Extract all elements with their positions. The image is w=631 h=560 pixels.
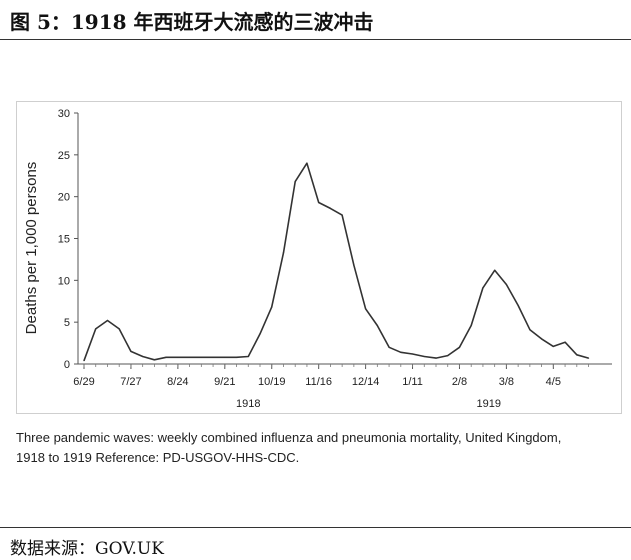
data-point	[376, 324, 378, 327]
data-point	[282, 252, 285, 254]
data-point	[83, 360, 85, 362]
data-point	[130, 350, 132, 353]
title-divider	[0, 39, 631, 40]
data-point	[318, 201, 320, 204]
data-point	[564, 341, 566, 343]
year-label: 1919	[477, 398, 501, 410]
x-tick-label: 6/29	[73, 376, 94, 388]
x-tick-label: 4/5	[546, 376, 561, 388]
data-point	[576, 354, 578, 356]
caption-line-1: Three pandemic waves: weekly combined in…	[16, 430, 562, 445]
data-point	[118, 328, 120, 330]
data-point	[517, 304, 519, 307]
y-tick-label: 20	[58, 192, 70, 204]
data-point	[529, 329, 531, 331]
data-point	[106, 319, 109, 322]
data-point	[470, 324, 472, 327]
data-point	[306, 162, 308, 164]
caption-line-2: 1918 to 1919 Reference: PD-USGOV-HHS-CDC…	[16, 450, 300, 465]
data-point	[165, 356, 167, 358]
y-tick-label: 30	[58, 108, 70, 120]
x-tick-label: 7/27	[120, 376, 141, 388]
data-point	[552, 345, 554, 348]
chart-panel	[16, 101, 622, 414]
data-point	[247, 355, 249, 358]
data-point	[153, 359, 155, 361]
data-point	[200, 356, 202, 358]
data-point	[482, 287, 484, 289]
y-tick-label: 5	[64, 317, 70, 329]
data-point	[447, 355, 449, 357]
data-point	[224, 356, 226, 358]
data-point	[177, 356, 179, 358]
data-point	[505, 283, 507, 286]
figure-title: 图 5：1918 年西班牙大流感的三波冲击	[10, 10, 374, 34]
data-point	[353, 264, 355, 266]
y-tick-label: 10	[58, 275, 70, 287]
source-divider	[0, 527, 631, 528]
x-tick-label: 3/8	[499, 376, 514, 388]
data-point	[587, 357, 590, 359]
x-tick-label: 1/11	[402, 376, 423, 388]
data-point	[294, 181, 296, 183]
data-point	[423, 355, 425, 358]
x-axis: 6/29 7/27 8/24 9/21 10/19 11/16 12/14 1/11 2/8 3/…	[73, 363, 612, 410]
series-layer	[83, 162, 590, 362]
data-point	[388, 346, 390, 348]
x-tick-label: 10/19	[258, 376, 286, 388]
data-point	[212, 356, 214, 358]
mortality-line-chart: 0 5 10 15 20 25 30 6/29 7/27 8/24 9/21 10/19 11/16 1…	[23, 108, 612, 410]
data-point	[271, 306, 273, 308]
y-tick-label: 15	[58, 234, 70, 246]
data-point	[95, 328, 97, 330]
data-point	[142, 355, 144, 358]
x-tick-label: 2/8	[452, 376, 467, 388]
data-point	[411, 353, 414, 355]
x-tick-label: 8/24	[167, 376, 188, 388]
y-tick-label: 25	[58, 150, 70, 162]
y-axis-label: Deaths per 1,000 persons	[23, 162, 40, 335]
data-point	[541, 338, 543, 340]
x-tick-label: 12/14	[352, 376, 380, 388]
y-axis: 0 5 10 15 20 25 30	[58, 108, 79, 371]
data-point	[259, 333, 261, 335]
data-point	[458, 346, 461, 348]
data-point	[435, 357, 437, 359]
x-tick-label: 9/21	[214, 376, 235, 388]
x-tick-label: 11/16	[305, 376, 332, 388]
y-tick-label: 0	[64, 359, 70, 371]
data-point	[329, 207, 331, 209]
data-point	[341, 214, 343, 216]
data-point	[400, 351, 402, 353]
source-note: 数据来源：GOV.UK	[10, 539, 164, 559]
data-point	[494, 269, 496, 271]
mortality-series-line	[83, 162, 589, 361]
data-point	[365, 308, 367, 310]
data-point	[189, 356, 191, 358]
figure-caption: Three pandemic waves: weekly combined in…	[16, 428, 616, 468]
data-point	[235, 356, 238, 358]
year-label: 1918	[236, 398, 260, 410]
